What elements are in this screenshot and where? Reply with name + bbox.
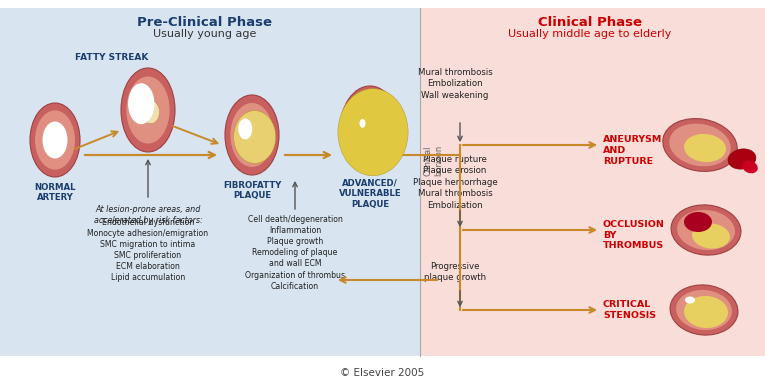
Text: Usually middle age to elderly: Usually middle age to elderly bbox=[508, 29, 672, 39]
Ellipse shape bbox=[346, 95, 394, 165]
Ellipse shape bbox=[669, 124, 731, 166]
Text: Plaque rupture
Plaque erosion
Plaque hemorrhage
Mural thrombosis
Embolization: Plaque rupture Plaque erosion Plaque hem… bbox=[412, 155, 497, 210]
Text: Clinical
horizon: Clinical horizon bbox=[424, 144, 444, 176]
Ellipse shape bbox=[30, 103, 80, 177]
Ellipse shape bbox=[684, 134, 726, 162]
Bar bbox=[0, 8, 420, 356]
Text: Endothelial dysfunction
Monocyte adhesion/emigration
SMC migration to intima
SMC: Endothelial dysfunction Monocyte adhesio… bbox=[87, 218, 209, 283]
Ellipse shape bbox=[742, 161, 758, 173]
Ellipse shape bbox=[225, 95, 279, 175]
Text: Pre-Clinical Phase: Pre-Clinical Phase bbox=[138, 15, 272, 28]
Text: FIBROFATTY
PLAQUE: FIBROFATTY PLAQUE bbox=[223, 181, 282, 201]
Ellipse shape bbox=[43, 122, 67, 159]
Ellipse shape bbox=[340, 86, 400, 174]
Ellipse shape bbox=[142, 100, 159, 124]
Ellipse shape bbox=[684, 212, 712, 232]
Text: Progressive
plaque growth: Progressive plaque growth bbox=[424, 262, 486, 283]
Ellipse shape bbox=[338, 89, 408, 176]
Ellipse shape bbox=[128, 83, 155, 124]
Ellipse shape bbox=[360, 119, 366, 128]
Text: © Elsevier 2005: © Elsevier 2005 bbox=[340, 368, 424, 378]
Text: Mural thrombosis
Embolization
Wall weakening: Mural thrombosis Embolization Wall weake… bbox=[418, 68, 493, 100]
Text: OCCLUSION
BY
THROMBUS: OCCLUSION BY THROMBUS bbox=[603, 220, 665, 251]
Ellipse shape bbox=[238, 119, 252, 139]
Text: Cell death/degeneration
Inflammation
Plaque growth
Remodeling of plaque
and wall: Cell death/degeneration Inflammation Pla… bbox=[245, 215, 345, 291]
Ellipse shape bbox=[233, 110, 275, 163]
Ellipse shape bbox=[676, 290, 732, 330]
Ellipse shape bbox=[662, 119, 737, 171]
Text: CRITICAL
STENOSIS: CRITICAL STENOSIS bbox=[603, 300, 656, 320]
Text: FATTY STREAK: FATTY STREAK bbox=[75, 54, 148, 62]
Ellipse shape bbox=[126, 76, 170, 144]
Text: Clinical Phase: Clinical Phase bbox=[538, 15, 642, 28]
Bar bbox=[420, 8, 765, 356]
Ellipse shape bbox=[121, 68, 175, 152]
Text: At lesion-prone areas, and
accelerated by risk factors:: At lesion-prone areas, and accelerated b… bbox=[93, 205, 203, 226]
Ellipse shape bbox=[728, 149, 756, 169]
Ellipse shape bbox=[671, 205, 741, 255]
Text: ANEURYSM
AND
RUPTURE: ANEURYSM AND RUPTURE bbox=[603, 135, 662, 166]
Ellipse shape bbox=[692, 223, 730, 249]
Ellipse shape bbox=[670, 285, 738, 335]
Text: ADVANCED/
VULNERABLE
PLAQUE: ADVANCED/ VULNERABLE PLAQUE bbox=[339, 179, 402, 209]
Ellipse shape bbox=[684, 296, 728, 328]
Ellipse shape bbox=[230, 103, 274, 167]
Text: NORMAL
ARTERY: NORMAL ARTERY bbox=[34, 183, 76, 203]
Ellipse shape bbox=[677, 210, 735, 250]
Ellipse shape bbox=[685, 296, 695, 303]
Ellipse shape bbox=[35, 110, 75, 170]
Text: Usually young age: Usually young age bbox=[153, 29, 257, 39]
